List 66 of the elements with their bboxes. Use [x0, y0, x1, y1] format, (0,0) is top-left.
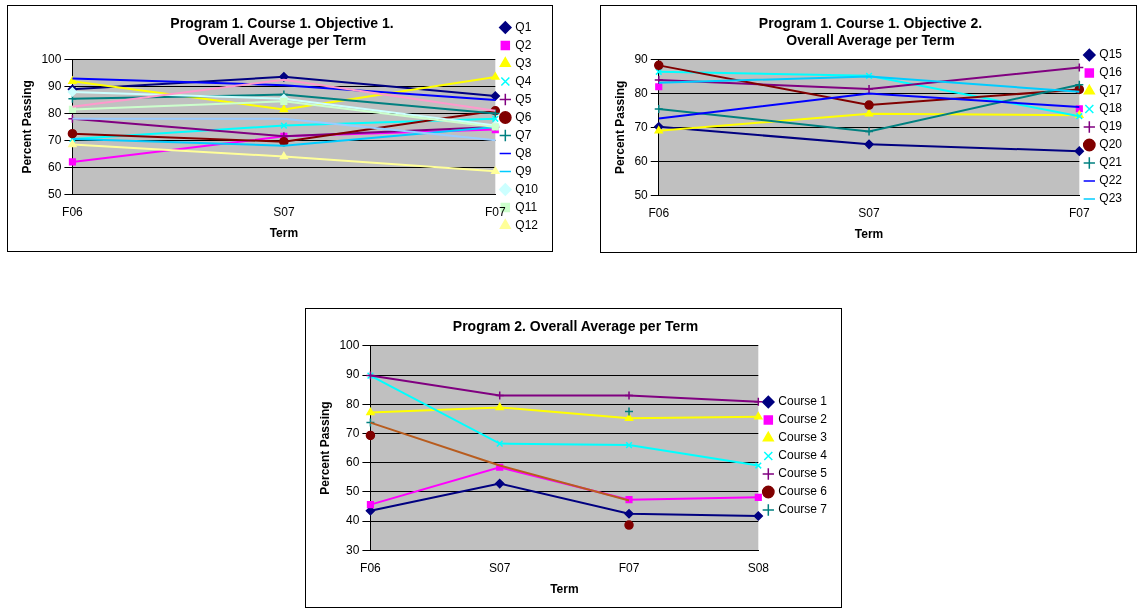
- y-tick-label: 90: [48, 78, 62, 93]
- legend-label: Q23: [1099, 191, 1123, 206]
- x-tick-label: F06: [648, 205, 670, 220]
- y-tick-label: 70: [346, 425, 360, 440]
- legend-label: Q19: [1099, 119, 1123, 134]
- y-tick-label: 100: [339, 338, 360, 353]
- chart-title: Program 2. Overall Average per Term: [452, 318, 699, 335]
- y-tick-label: 90: [634, 51, 649, 66]
- x-tick-label: S07: [858, 205, 881, 220]
- legend-label: Q21: [1099, 155, 1123, 170]
- y-tick-label: 40: [346, 513, 360, 528]
- x-tick-label: F06: [62, 204, 84, 219]
- legend-label: Course 1: [778, 394, 828, 409]
- x-axis-title: Term: [854, 227, 884, 242]
- chart-title: Program 1. Course 1. Objective 1. Overall Average per Term: [170, 15, 394, 49]
- x-axis-title: Term: [550, 582, 579, 597]
- y-axis-title: Percent Passing: [317, 401, 332, 495]
- legend-label: Course 5: [778, 466, 828, 481]
- x-tick-label: F07: [1068, 205, 1090, 220]
- legend-label: Course 7: [778, 502, 828, 517]
- legend-label: Q22: [1099, 173, 1123, 188]
- y-tick-label: 100: [41, 51, 62, 66]
- legend-label: Q7: [515, 127, 532, 142]
- legend-label: Q10: [515, 181, 539, 196]
- y-tick-label: 80: [346, 396, 360, 411]
- y-axis-title: Percent Passing: [19, 80, 34, 174]
- legend-label: Q2: [515, 37, 532, 52]
- legend-label: Q3: [515, 55, 532, 70]
- legend-label: Course 6: [778, 484, 828, 499]
- legend-label: Q17: [1099, 83, 1123, 98]
- chart-title: Program 1. Course 1. Objective 2. Overall Average per Term: [758, 15, 983, 49]
- y-tick-label: 60: [48, 159, 62, 174]
- y-tick-label: 50: [634, 187, 649, 202]
- legend-label: Course 4: [778, 448, 828, 463]
- legend-label: Q12: [515, 217, 539, 232]
- y-tick-label: 60: [634, 153, 649, 168]
- legend-label: Course 3: [778, 430, 828, 445]
- legend-label: Q15: [1099, 47, 1123, 62]
- x-tick-label: F07: [484, 204, 506, 219]
- y-tick-label: 70: [634, 119, 649, 134]
- x-tick-label: S07: [489, 560, 511, 575]
- x-tick-label: F06: [360, 560, 382, 575]
- legend-label: Q1: [515, 19, 532, 34]
- legend-label: Q9: [515, 163, 532, 178]
- y-tick-label: 50: [346, 484, 360, 499]
- legend-label: Q20: [1099, 137, 1123, 152]
- legend-label: Q6: [515, 109, 532, 124]
- y-tick-label: 30: [346, 542, 360, 557]
- y-tick-label: 50: [48, 186, 62, 201]
- legend-label: Q5: [515, 91, 532, 106]
- y-tick-label: 90: [346, 367, 360, 382]
- legend-label: Q4: [515, 73, 532, 88]
- y-tick-label: 80: [634, 85, 649, 100]
- x-axis-title: Term: [269, 226, 299, 241]
- x-tick-label: S07: [273, 204, 295, 219]
- y-axis-title: Percent Passing: [612, 80, 627, 175]
- legend-label: Q16: [1099, 65, 1123, 80]
- y-tick-label: 70: [48, 132, 62, 147]
- legend-label: Q8: [515, 145, 532, 160]
- x-tick-label: F07: [618, 560, 640, 575]
- x-tick-label: S08: [747, 560, 770, 575]
- legend-label: Q11: [515, 199, 538, 214]
- y-tick-label: 60: [346, 454, 360, 469]
- y-tick-label: 80: [48, 105, 62, 120]
- legend-label: Q18: [1099, 101, 1123, 116]
- legend-label: Course 2: [778, 412, 828, 427]
